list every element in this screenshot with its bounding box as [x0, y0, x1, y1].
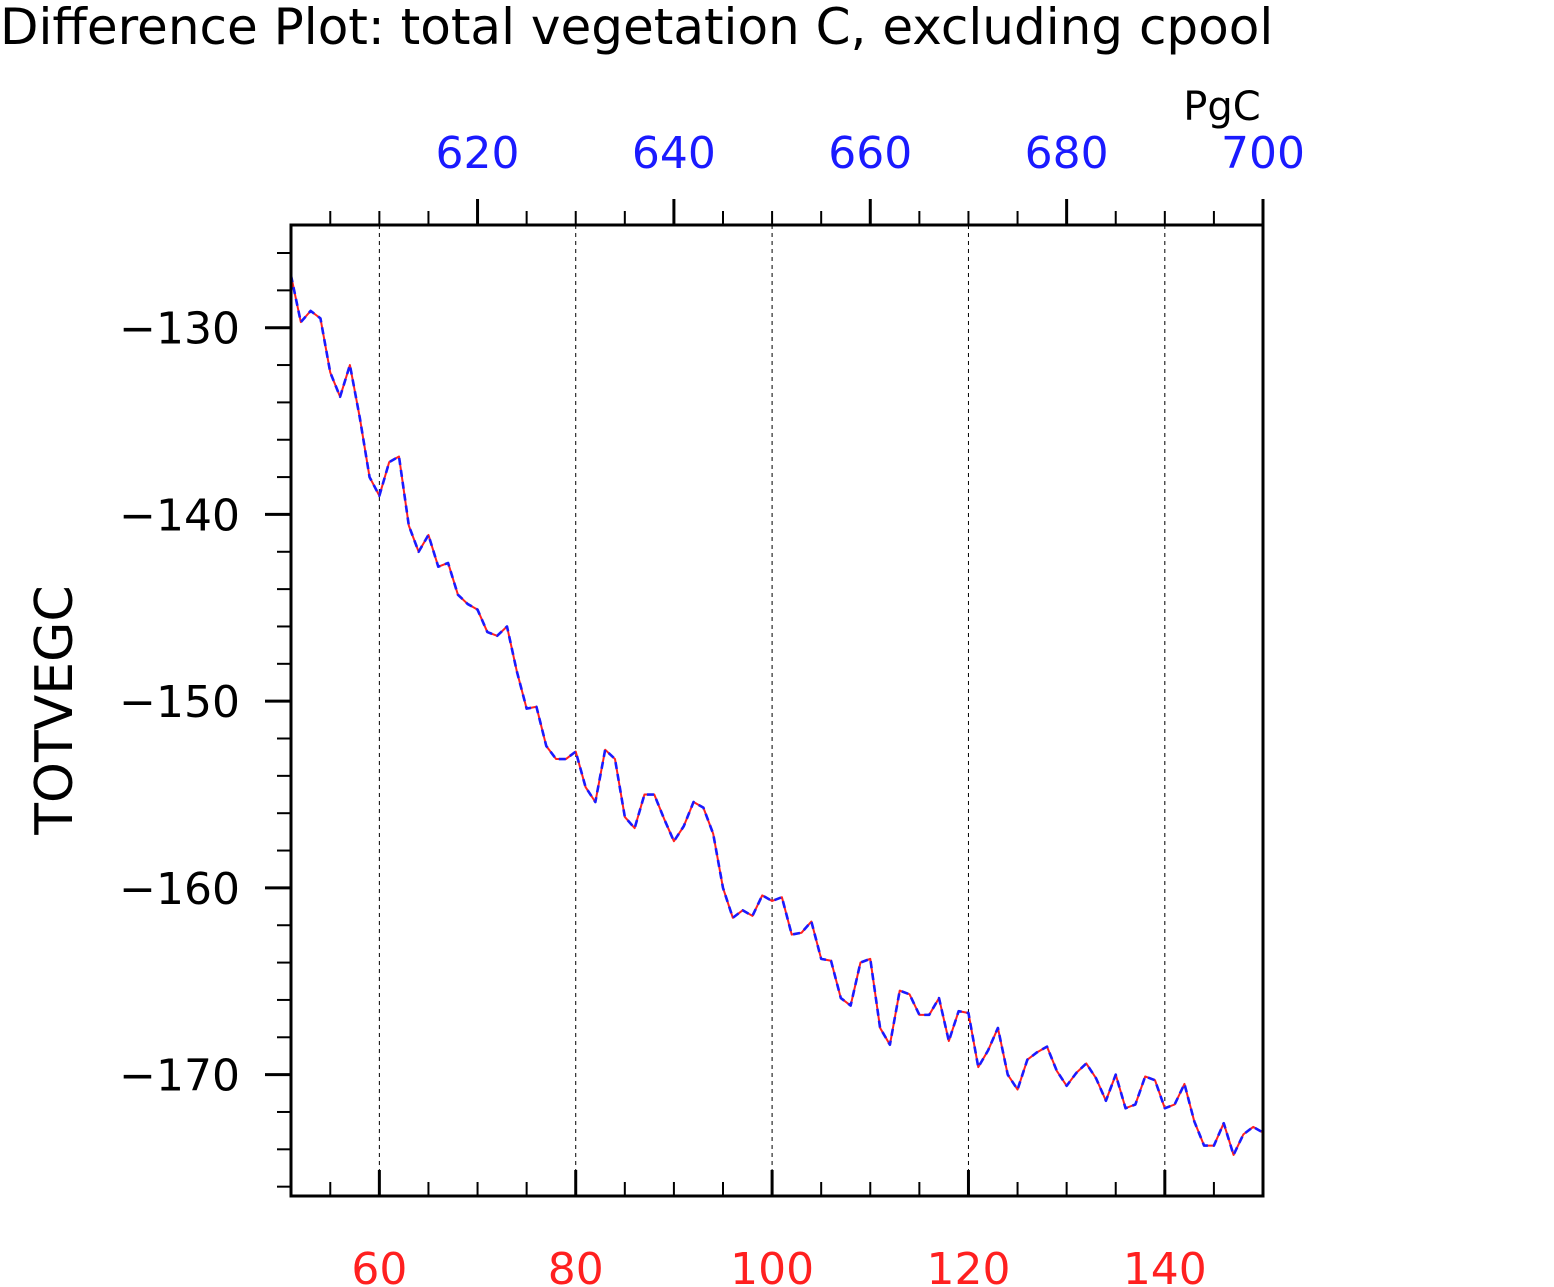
top-tick-label: 620: [436, 128, 520, 179]
left-tick-label: −160: [119, 864, 240, 915]
left-tick-label: −170: [119, 1051, 240, 1102]
left-tick-label: −140: [119, 490, 240, 541]
bottom-tick-label: 100: [730, 1244, 814, 1287]
top-tick-label: 640: [632, 128, 716, 179]
top-tick-label: 660: [828, 128, 912, 179]
left-tick-label: −130: [119, 304, 240, 355]
series-lines: [289, 275, 1264, 1157]
y-axis-label: TOTVEGC: [25, 585, 85, 836]
series-line-solid: [290, 275, 1264, 1156]
bottom-tick-label: 120: [926, 1244, 1010, 1287]
series-line-dashed: [289, 275, 1264, 1157]
chart-title: Difference Plot: total vegetation C, exc…: [0, 0, 1273, 56]
top-axis-units-label: PgC: [1183, 84, 1260, 130]
top-tick-label: 700: [1221, 128, 1305, 179]
bottom-tick-label: 80: [548, 1244, 604, 1287]
bottom-tick-label: 60: [351, 1244, 407, 1287]
left-tick-label: −150: [119, 677, 240, 728]
axes: [265, 199, 1265, 1198]
plot-frame: [289, 223, 1265, 1198]
top-tick-label: 680: [1025, 128, 1109, 179]
grid-lines: [378, 225, 1166, 1196]
tick-labels: 60 80 100 120 140 620 640 660 680 700 −130 −140 −150…: [119, 128, 1305, 1287]
bottom-tick-label: 140: [1123, 1244, 1207, 1287]
